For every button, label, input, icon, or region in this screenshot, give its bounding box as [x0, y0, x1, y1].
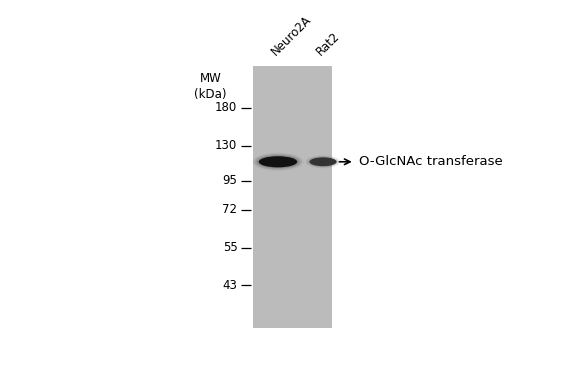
Text: 43: 43 — [222, 279, 237, 292]
Text: 72: 72 — [222, 203, 237, 216]
Text: 95: 95 — [222, 174, 237, 187]
Ellipse shape — [307, 156, 339, 167]
Text: Rat2: Rat2 — [314, 30, 342, 59]
Ellipse shape — [256, 155, 300, 169]
Ellipse shape — [310, 157, 336, 166]
Text: O-GlcNAc transferase: O-GlcNAc transferase — [359, 155, 503, 168]
Ellipse shape — [310, 157, 336, 166]
Text: 180: 180 — [215, 101, 237, 115]
Text: MW
(kDa): MW (kDa) — [194, 71, 226, 101]
Text: 55: 55 — [223, 241, 237, 254]
Ellipse shape — [257, 155, 299, 168]
Ellipse shape — [255, 154, 301, 169]
Ellipse shape — [308, 157, 338, 167]
Text: Neuro2A: Neuro2A — [269, 13, 314, 59]
Bar — [253, 66, 332, 328]
Ellipse shape — [259, 156, 297, 167]
Text: 130: 130 — [215, 139, 237, 152]
Ellipse shape — [259, 156, 297, 167]
